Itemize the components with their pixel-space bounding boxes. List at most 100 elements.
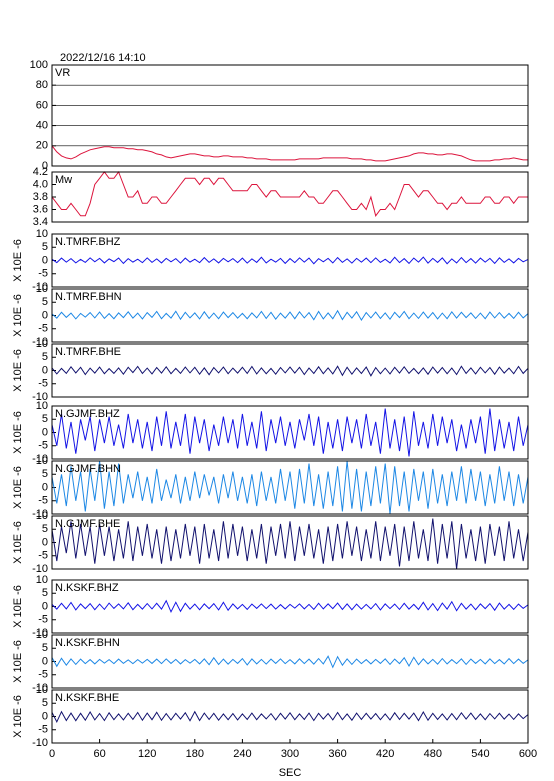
y-axis-label: X 10E -6 <box>12 239 24 282</box>
panel-frame <box>51 233 529 288</box>
y-tick-label: 5 <box>42 351 48 363</box>
y-tick-label: -10 <box>32 563 48 575</box>
y-tick-label: 40 <box>36 120 48 132</box>
x-tick-label: 420 <box>376 748 394 760</box>
y-tick-label: 3.4 <box>33 216 48 228</box>
panel-frame <box>51 343 529 398</box>
y-axis-label: X 10E -6 <box>12 294 24 337</box>
y-tick-label: -5 <box>38 669 48 681</box>
panel-frame <box>51 634 529 689</box>
y-tick-label: -10 <box>32 336 48 348</box>
x-tick-label: 240 <box>233 748 251 760</box>
y-tick-label: 100 <box>30 59 48 71</box>
y-tick-label: 10 <box>36 684 48 696</box>
panel-label: N.KSKF.BHZ <box>55 582 119 594</box>
y-tick-label: -5 <box>38 495 48 507</box>
panel-label: N.TMRF.BHN <box>55 291 122 303</box>
y-tick-label: -5 <box>38 614 48 626</box>
y-axis-label: X 10E -6 <box>12 585 24 628</box>
y-tick-label: 10 <box>36 455 48 467</box>
panel-frame <box>51 171 529 223</box>
panel-label: N.GJMF.BHN <box>55 463 121 475</box>
trace-line <box>51 518 529 570</box>
y-tick-label: 5 <box>42 523 48 535</box>
y-tick-label: -10 <box>32 682 48 694</box>
y-tick-label: 10 <box>36 629 48 641</box>
chart-title: 2022/12/16 14:10 <box>60 52 146 64</box>
y-tick-label: 5 <box>42 241 48 253</box>
y-tick-label: 4.2 <box>33 166 48 178</box>
y-tick-label: 80 <box>36 79 48 91</box>
y-tick-label: 4.0 <box>33 178 48 190</box>
y-tick-label: 5 <box>42 697 48 709</box>
y-tick-label: 10 <box>36 283 48 295</box>
y-tick-label: 3.6 <box>33 203 48 215</box>
y-axis-label: X 10E -6 <box>12 640 24 683</box>
y-axis-label: X 10E -6 <box>12 695 24 738</box>
trace-line <box>51 710 529 723</box>
panel-label: Mw <box>55 174 72 186</box>
y-tick-label: -5 <box>38 550 48 562</box>
panel-frame <box>51 579 529 634</box>
y-axis-label: X 10E -6 <box>12 349 24 392</box>
y-tick-label: 0 <box>42 600 48 612</box>
trace-line <box>51 655 529 669</box>
y-tick-label: 0 <box>42 160 48 172</box>
x-tick-label: 0 <box>49 748 55 760</box>
trace-line <box>51 599 529 613</box>
trace-line <box>51 460 529 515</box>
panel-label: N.TMRF.BHZ <box>55 236 121 248</box>
trace-line <box>51 365 529 377</box>
panel-frame <box>51 405 529 460</box>
x-tick-label: 60 <box>93 748 105 760</box>
y-tick-label: 3.8 <box>33 191 48 203</box>
y-tick-label: -10 <box>32 737 48 749</box>
x-tick-label: 120 <box>138 748 156 760</box>
y-tick-label: 10 <box>36 574 48 586</box>
panel-frame <box>51 689 529 744</box>
y-tick-label: 0 <box>42 426 48 438</box>
panel-label: N.TMRF.BHE <box>55 346 121 358</box>
y-tick-label: -10 <box>32 508 48 520</box>
y-tick-label: 0 <box>42 655 48 667</box>
y-tick-label: 0 <box>42 309 48 321</box>
trace-line <box>51 256 529 265</box>
x-tick-label: 600 <box>519 748 537 760</box>
y-axis-label: X 10E -6 <box>12 521 24 564</box>
trace-line <box>51 408 529 457</box>
panel-frame <box>51 288 529 343</box>
panel-frame <box>51 64 529 167</box>
x-tick-label: 180 <box>186 748 204 760</box>
y-tick-label: 10 <box>36 338 48 350</box>
y-tick-label: 10 <box>36 228 48 240</box>
y-tick-label: 0 <box>42 364 48 376</box>
y-tick-label: -5 <box>38 378 48 390</box>
y-axis-label: X 10E -6 <box>12 411 24 454</box>
panel-label: N.KSKF.BHN <box>55 637 120 649</box>
x-tick-label: 360 <box>328 748 346 760</box>
y-tick-label: 60 <box>36 99 48 111</box>
x-tick-label: 540 <box>471 748 489 760</box>
y-tick-label: -5 <box>38 268 48 280</box>
panel-frame <box>51 460 529 515</box>
y-tick-label: 20 <box>36 140 48 152</box>
y-tick-label: 0 <box>42 536 48 548</box>
panel-label: N.GJMF.BHZ <box>55 408 120 420</box>
y-tick-label: 5 <box>42 642 48 654</box>
y-tick-label: -5 <box>38 440 48 452</box>
trace-line <box>51 309 529 321</box>
y-tick-label: 5 <box>42 296 48 308</box>
y-tick-label: -5 <box>38 724 48 736</box>
y-tick-label: 5 <box>42 587 48 599</box>
y-axis-label: X 10E -6 <box>12 466 24 509</box>
y-tick-label: 10 <box>36 510 48 522</box>
y-tick-label: 5 <box>42 468 48 480</box>
y-tick-label: -10 <box>32 391 48 403</box>
x-axis-label: SEC <box>279 767 302 779</box>
x-tick-label: 480 <box>424 748 442 760</box>
y-tick-label: -5 <box>38 323 48 335</box>
x-tick-label: 300 <box>281 748 299 760</box>
y-tick-label: 0 <box>42 254 48 266</box>
y-tick-label: 5 <box>42 413 48 425</box>
